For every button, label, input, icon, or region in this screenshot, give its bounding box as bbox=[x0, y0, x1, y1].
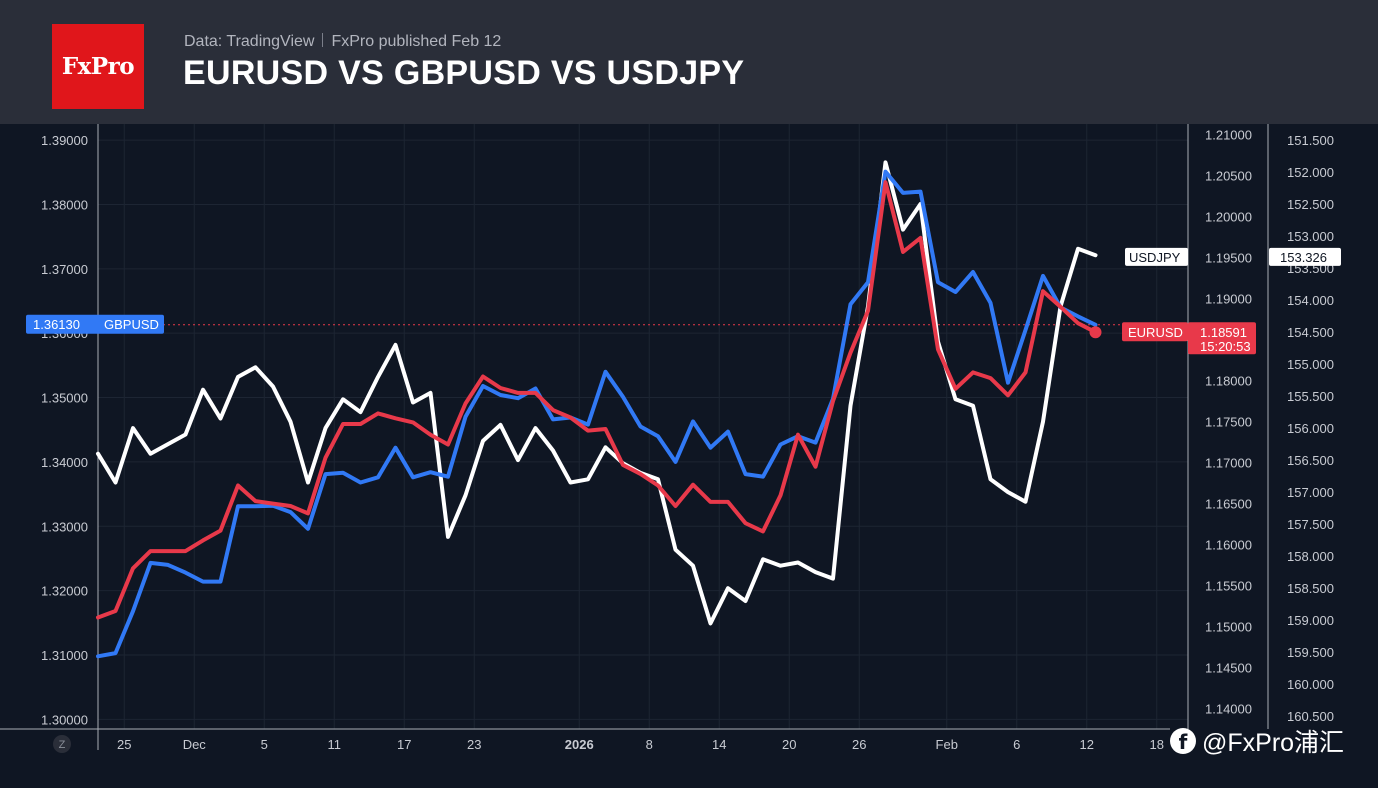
usdjpy-tick-label: 159.000 bbox=[1287, 613, 1334, 628]
x-tick-label: 2026 bbox=[565, 737, 594, 752]
chart-title: EURUSD VS GBPUSD VS USDJPY bbox=[183, 54, 745, 92]
chart-background bbox=[0, 124, 1378, 788]
z-button[interactable] bbox=[53, 735, 71, 753]
usdjpy-tick-label: 151.500 bbox=[1287, 133, 1334, 148]
eurusd-series-name: EURUSD bbox=[1128, 325, 1183, 340]
x-tick-label: 12 bbox=[1080, 737, 1094, 752]
x-tick-label: 17 bbox=[397, 737, 411, 752]
gbpusd-tick-label: 1.39000 bbox=[41, 133, 88, 148]
usdjpy-last-value: 153.326 bbox=[1280, 250, 1327, 265]
gbpusd-tick-label: 1.32000 bbox=[41, 584, 88, 599]
usdjpy-tick-label: 160.000 bbox=[1287, 677, 1334, 692]
usdjpy-tick-label: 155.500 bbox=[1287, 389, 1334, 404]
source-published: FxPro published Feb 12 bbox=[331, 33, 502, 50]
eurusd-tick-label: 1.21000 bbox=[1205, 128, 1252, 143]
x-tick-label: 14 bbox=[712, 737, 726, 752]
chart: 1.390001.380001.370001.360001.350001.340… bbox=[0, 124, 1378, 788]
eurusd-name-label bbox=[1122, 322, 1188, 342]
x-tick-label: 25 bbox=[117, 737, 131, 752]
eurusd-tick-label: 1.14500 bbox=[1205, 661, 1252, 676]
usdjpy-tick-label: 153.000 bbox=[1287, 229, 1334, 244]
eurusd-tick-label: 1.17500 bbox=[1205, 415, 1252, 430]
eurusd-last-point bbox=[1089, 326, 1102, 339]
usdjpy-series-name: USDJPY bbox=[1129, 250, 1181, 265]
facebook-icon: f bbox=[1170, 728, 1196, 754]
x-tick-label: 23 bbox=[467, 737, 481, 752]
z-button-label: Z bbox=[59, 739, 66, 751]
separator bbox=[322, 33, 324, 47]
gbpusd-tick-label: 1.33000 bbox=[41, 519, 88, 534]
gbpusd-series-name: GBPUSD bbox=[104, 317, 159, 332]
eurusd-series-line bbox=[96, 180, 1098, 620]
eurusd-tick-label: 1.16500 bbox=[1205, 497, 1252, 512]
usdjpy-tick-label: 158.000 bbox=[1287, 549, 1334, 564]
fxpro-logo: FxPro bbox=[52, 24, 144, 109]
x-tick-label: 5 bbox=[261, 737, 268, 752]
header: FxPro Data: TradingView FxPro published F… bbox=[0, 0, 1378, 124]
x-tick-label: 11 bbox=[328, 737, 342, 752]
eurusd-tick-label: 1.14000 bbox=[1205, 702, 1252, 717]
gbpusd-tick-label: 1.37000 bbox=[41, 262, 88, 277]
watermark-text: @FxPro浦汇 bbox=[1202, 729, 1345, 757]
usdjpy-tick-label: 157.000 bbox=[1287, 485, 1334, 500]
usdjpy-tick-label: 152.000 bbox=[1287, 165, 1334, 180]
eurusd-tick-label: 1.17000 bbox=[1205, 456, 1252, 471]
usdjpy-tick-label: 156.000 bbox=[1287, 421, 1334, 436]
eurusd-price-label bbox=[1188, 322, 1256, 355]
eurusd-last-value: 1.18591 bbox=[1200, 325, 1247, 340]
gbpusd-price-label bbox=[26, 314, 164, 334]
x-tick-label: Dec bbox=[183, 737, 207, 752]
gbpusd-tick-label: 1.34000 bbox=[41, 455, 88, 470]
eurusd-tick-label: 1.20000 bbox=[1205, 210, 1252, 225]
gbpusd-tick-label: 1.31000 bbox=[41, 648, 88, 663]
eurusd-tick-label: 1.20500 bbox=[1205, 169, 1252, 184]
eurusd-tick-label: 1.16000 bbox=[1205, 538, 1252, 553]
eurusd-tick-label: 1.15500 bbox=[1205, 579, 1252, 594]
usdjpy-tick-label: 154.500 bbox=[1287, 325, 1334, 340]
eurusd-tick-label: 1.19000 bbox=[1205, 292, 1252, 307]
x-tick-label: 18 bbox=[1150, 737, 1164, 752]
gbpusd-last-value: 1.36130 bbox=[33, 317, 80, 332]
usdjpy-tick-label: 159.500 bbox=[1287, 645, 1334, 660]
usdjpy-tick-label: 155.000 bbox=[1287, 357, 1334, 372]
usdjpy-price-label bbox=[1269, 247, 1341, 266]
logo-text: FxPro bbox=[61, 53, 135, 80]
gbpusd-tick-label: 1.30000 bbox=[41, 712, 88, 727]
usdjpy-tick-label: 160.500 bbox=[1287, 709, 1334, 724]
eurusd-tick-label: 1.15000 bbox=[1205, 620, 1252, 635]
usdjpy-tick-label: 152.500 bbox=[1287, 197, 1334, 212]
x-tick-label: 20 bbox=[782, 737, 796, 752]
usdjpy-name-label bbox=[1125, 247, 1188, 266]
source-data: Data: TradingView bbox=[184, 33, 315, 50]
source-line: Data: TradingView FxPro published Feb 12 bbox=[184, 33, 501, 51]
x-tick-label: 6 bbox=[1013, 737, 1020, 752]
usdjpy-series-line bbox=[96, 160, 1098, 626]
gbpusd-tick-label: 1.38000 bbox=[41, 197, 88, 212]
x-tick-label: 8 bbox=[646, 737, 653, 752]
watermark: f @FxPro浦汇 bbox=[1170, 723, 1344, 759]
usdjpy-tick-label: 158.500 bbox=[1287, 581, 1334, 596]
eurusd-countdown: 15:20:53 bbox=[1200, 339, 1251, 354]
eurusd-tick-label: 1.19500 bbox=[1205, 251, 1252, 266]
x-tick-label: Feb bbox=[936, 737, 958, 752]
gbpusd-tick-label: 1.35000 bbox=[41, 391, 88, 406]
usdjpy-tick-label: 156.500 bbox=[1287, 453, 1334, 468]
usdjpy-tick-label: 157.500 bbox=[1287, 517, 1334, 532]
x-tick-label: 26 bbox=[852, 737, 866, 752]
gbpusd-series-line bbox=[96, 169, 1098, 659]
usdjpy-tick-label: 154.000 bbox=[1287, 293, 1334, 308]
eurusd-tick-label: 1.18000 bbox=[1205, 374, 1252, 389]
